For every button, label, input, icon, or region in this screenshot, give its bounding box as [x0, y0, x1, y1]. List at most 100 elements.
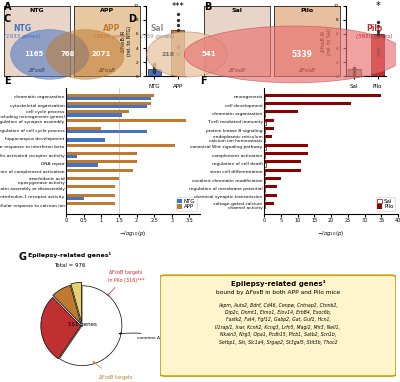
- Bar: [264, 144, 308, 147]
- Text: (1933 genes): (1933 genes): [4, 34, 40, 39]
- Bar: [66, 163, 98, 167]
- Point: [351, 65, 358, 71]
- Point: [374, 23, 381, 29]
- Point: [174, 43, 181, 49]
- Bar: [66, 130, 147, 133]
- Point: [174, 51, 181, 57]
- Text: $\Delta$FosB targets
in APP (121)***: $\Delta$FosB targets in APP (121)***: [93, 361, 134, 382]
- Point: [351, 66, 358, 72]
- Bar: [264, 102, 351, 105]
- Text: F: F: [200, 76, 207, 86]
- Text: Sal: Sal: [151, 24, 164, 33]
- Text: bound by ΔFosB in both APP and Pilo mice: bound by ΔFosB in both APP and Pilo mice: [216, 290, 340, 295]
- Text: ΔFosB: ΔFosB: [28, 68, 46, 73]
- Text: common ΔFosB targets (42)***: common ΔFosB targets (42)***: [119, 333, 204, 340]
- Point: [151, 68, 158, 74]
- Bar: [66, 194, 115, 197]
- Bar: [264, 185, 278, 188]
- Ellipse shape: [147, 32, 227, 77]
- Text: *: *: [375, 2, 380, 11]
- Bar: [66, 185, 115, 188]
- Text: ΔFosB: ΔFosB: [228, 68, 246, 73]
- Bar: [66, 105, 147, 108]
- Text: B: B: [204, 2, 211, 12]
- Ellipse shape: [184, 26, 400, 83]
- Text: D: D: [128, 14, 136, 24]
- Point: [174, 44, 181, 50]
- Point: [174, 44, 181, 50]
- Bar: [264, 118, 274, 122]
- Bar: [264, 194, 278, 197]
- Text: $\Delta$FosB targets
in Pilo (316)***: $\Delta$FosB targets in Pilo (316)***: [108, 268, 144, 296]
- Bar: [66, 102, 151, 105]
- Text: APP: APP: [100, 8, 114, 13]
- Text: A: A: [4, 2, 12, 12]
- Legend: NTG, APP: NTG, APP: [176, 197, 197, 211]
- Text: APP: APP: [103, 24, 121, 33]
- Point: [374, 34, 381, 40]
- Bar: [264, 138, 265, 142]
- Ellipse shape: [10, 29, 89, 79]
- Point: [151, 63, 158, 69]
- Text: Pilo: Pilo: [300, 8, 314, 13]
- Point: [174, 22, 181, 28]
- Text: NTG: NTG: [13, 24, 31, 33]
- Wedge shape: [53, 285, 81, 324]
- Text: Aspm, Auts2, Bdnf, Cd46, Cenpw, Cntnap2, Ctnnb2,
Dip2c, Dnmt1, Elmo1, Elov14, Er: Aspm, Auts2, Bdnf, Cd46, Cenpw, Cntnap2,…: [216, 303, 340, 345]
- Text: 768: 768: [60, 52, 75, 57]
- Bar: [66, 127, 101, 130]
- Bar: [66, 160, 136, 163]
- Bar: [264, 177, 281, 180]
- Text: 1165: 1165: [24, 52, 44, 57]
- Point: [151, 62, 158, 68]
- Text: 5339: 5339: [292, 50, 313, 59]
- Point: [151, 64, 158, 70]
- Point: [351, 65, 358, 71]
- Bar: [66, 197, 84, 200]
- Text: ***: ***: [171, 2, 184, 11]
- Wedge shape: [41, 297, 81, 359]
- Bar: [264, 205, 265, 208]
- Text: Total = 976: Total = 976: [54, 263, 85, 268]
- Text: Sal: Sal: [232, 8, 242, 13]
- Text: (759 genes): (759 genes): [141, 34, 174, 39]
- Text: ΔFosB: ΔFosB: [298, 68, 316, 73]
- Point: [351, 67, 358, 73]
- Point: [374, 46, 381, 52]
- Y-axis label: ΔFosB IR
(rel. to NTG): ΔFosB IR (rel. to NTG): [121, 26, 132, 56]
- Point: [151, 68, 158, 74]
- Legend: Sal, Pilo: Sal, Pilo: [376, 197, 395, 211]
- Bar: [66, 113, 122, 117]
- Point: [374, 18, 381, 24]
- Bar: [264, 180, 265, 183]
- Text: E: E: [4, 76, 11, 86]
- Bar: [66, 177, 119, 180]
- Bar: [66, 155, 76, 158]
- Text: Pilo: Pilo: [366, 24, 383, 33]
- Bar: [264, 163, 266, 167]
- Wedge shape: [60, 286, 122, 366]
- Text: ΔFosB: ΔFosB: [98, 68, 116, 73]
- Bar: [264, 172, 265, 175]
- Bar: [264, 122, 266, 125]
- Bar: [66, 97, 151, 100]
- Text: Epilepsy-related genes¹: Epilepsy-related genes¹: [28, 252, 111, 258]
- Bar: [264, 130, 265, 133]
- Text: 581 genes: 581 genes: [68, 322, 96, 327]
- Text: Epilepsy-related genes¹: Epilepsy-related genes¹: [231, 280, 325, 288]
- Point: [374, 31, 381, 37]
- Bar: [264, 97, 265, 100]
- Bar: [264, 105, 265, 108]
- Bar: [371, 34, 384, 76]
- Point: [174, 11, 181, 17]
- FancyBboxPatch shape: [160, 275, 396, 376]
- Bar: [264, 113, 265, 117]
- Text: 218: 218: [162, 52, 175, 57]
- Bar: [348, 69, 361, 76]
- Point: [374, 52, 381, 58]
- Point: [351, 65, 358, 71]
- Bar: [264, 160, 301, 163]
- Point: [151, 69, 158, 75]
- Point: [174, 27, 181, 33]
- Bar: [264, 94, 381, 97]
